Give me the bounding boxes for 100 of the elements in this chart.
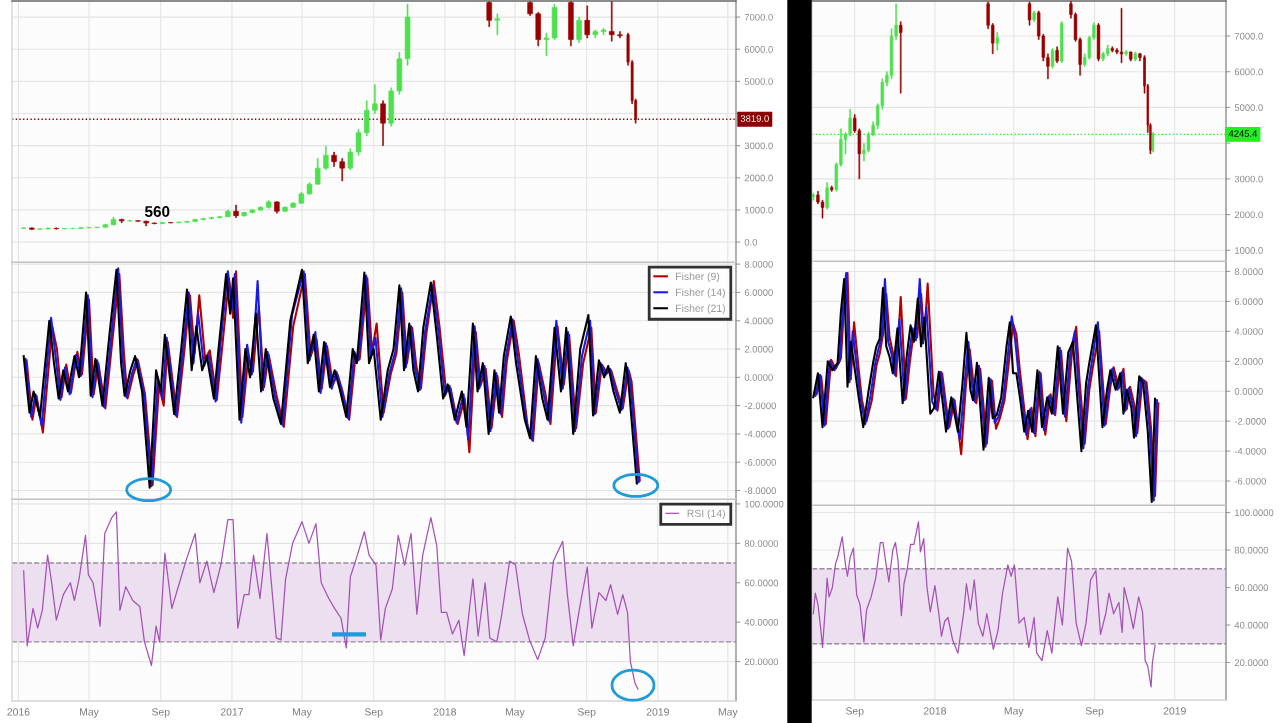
ref-line-label: 4245.4 [1228, 130, 1258, 137]
candlestick [225, 209, 231, 218]
y-tick-label: 2000.0 [744, 174, 773, 182]
candlestick [151, 222, 158, 225]
candlestick [363, 100, 370, 137]
y-tick-label: 2.0000 [744, 345, 773, 353]
candlestick [339, 158, 345, 182]
candlestick [331, 151, 337, 167]
x-tick-label: Sep [845, 707, 864, 717]
y-tick-label: -4.0000 [1234, 447, 1266, 455]
candlestick [812, 192, 815, 201]
line-series [23, 511, 639, 690]
candlestick [159, 222, 166, 225]
y-tick-label: 60.0000 [744, 579, 779, 587]
y-tick-label: 3000.0 [1234, 175, 1263, 183]
y-tick-label: 0.0 [744, 238, 758, 246]
y-tick-label: 6.0000 [744, 289, 773, 296]
y-tick-label: 6000.0 [1234, 68, 1263, 76]
y-tick-label: 1000.0 [745, 206, 773, 214]
candlestick [192, 218, 198, 222]
y-tick-label: 0.0000 [1234, 388, 1263, 395]
candlestick [127, 219, 133, 222]
candlestick [274, 201, 280, 214]
candlestick [1129, 51, 1133, 62]
y-tick-label: 2000.0 [1234, 211, 1263, 219]
candlestick [94, 226, 100, 229]
candlestick [208, 217, 215, 220]
x-tick-label: 2019 [646, 708, 669, 716]
candlestick [118, 218, 125, 224]
candlestick [290, 202, 296, 208]
y-tick-label: 20.0000 [1234, 659, 1269, 667]
candlestick [200, 218, 207, 221]
candlestick [1032, 10, 1036, 22]
candlestick [184, 220, 190, 223]
candlestick [617, 31, 623, 39]
candlestick [551, 3, 558, 40]
x-tick-label: May [1004, 707, 1024, 717]
candlestick [69, 227, 76, 230]
candlestick [45, 227, 51, 230]
x-tick-label: Sep [151, 708, 170, 718]
y-tick-label: 100.0000 [745, 500, 784, 508]
candlestick [995, 32, 999, 51]
y-tick-label: 80.0000 [1234, 546, 1269, 554]
candlestick [1124, 50, 1128, 56]
x-tick-label: May [505, 708, 525, 718]
y-tick-label: -2.0000 [744, 402, 776, 410]
y-tick-label: -6.0000 [1234, 477, 1266, 485]
candlestick [584, 5, 590, 39]
y-tick-label: 40.0000 [1234, 621, 1269, 629]
x-tick-label: May [292, 708, 312, 718]
annotation: 560 [144, 206, 170, 217]
y-tick-label: -6.0000 [744, 459, 776, 466]
y-tick-label: 1000.0 [1235, 247, 1263, 254]
candlestick [306, 182, 313, 195]
candlestick [899, 21, 903, 94]
candlestick [388, 87, 394, 127]
y-tick-label: -8.0000 [744, 487, 776, 495]
candlestick [1055, 46, 1059, 64]
candlestick [527, 1, 533, 16]
candlestick [257, 206, 264, 211]
candlestick [143, 220, 149, 227]
y-tick-label: 7000.0 [1234, 32, 1263, 40]
candlestick [404, 3, 411, 66]
y-tick-label: -4.0000 [744, 430, 776, 438]
candlestick [1133, 51, 1137, 62]
candlestick [323, 146, 329, 171]
ref-line-label: 3819.0 [740, 115, 769, 122]
x-tick-label: May [718, 708, 738, 718]
x-tick-label: Sep [1085, 707, 1104, 717]
candlestick [825, 182, 829, 210]
candlestick [241, 211, 247, 217]
candlestick [355, 129, 362, 156]
candlestick [102, 223, 109, 228]
x-tick-label: 2019 [1163, 707, 1186, 715]
y-tick-label: 40.0000 [744, 619, 779, 626]
candlestick [609, 1, 615, 42]
y-tick-label: -2.0000 [1234, 418, 1266, 425]
candlestick [29, 227, 35, 231]
y-tick-label: 3000.0 [744, 142, 773, 150]
legend-label: RSI (14) [687, 509, 725, 520]
candlestick [486, 1, 492, 27]
x-tick-label: 2016 [7, 708, 30, 716]
candlestick [543, 32, 550, 56]
y-tick-label: 8.0000 [744, 260, 773, 268]
x-tick-label: May [80, 708, 99, 718]
y-tick-label: 80.0000 [744, 540, 779, 547]
candlestick [494, 13, 501, 36]
y-tick-label: 20.0000 [744, 658, 779, 666]
candlestick [1096, 23, 1101, 62]
candlestick [53, 227, 60, 230]
candlestick [216, 216, 223, 219]
y-tick-label: 6.0000 [1234, 298, 1263, 305]
candlestick [1027, 1, 1032, 26]
candlestick [576, 16, 582, 44]
legend-label: Fisher (14) [676, 288, 725, 299]
legend-label: Fisher (9) [676, 272, 720, 283]
candlestick [265, 200, 272, 209]
y-tick-label: 8.0000 [1234, 268, 1263, 275]
y-tick-label: 4.0000 [744, 317, 773, 325]
candlestick [396, 52, 403, 95]
